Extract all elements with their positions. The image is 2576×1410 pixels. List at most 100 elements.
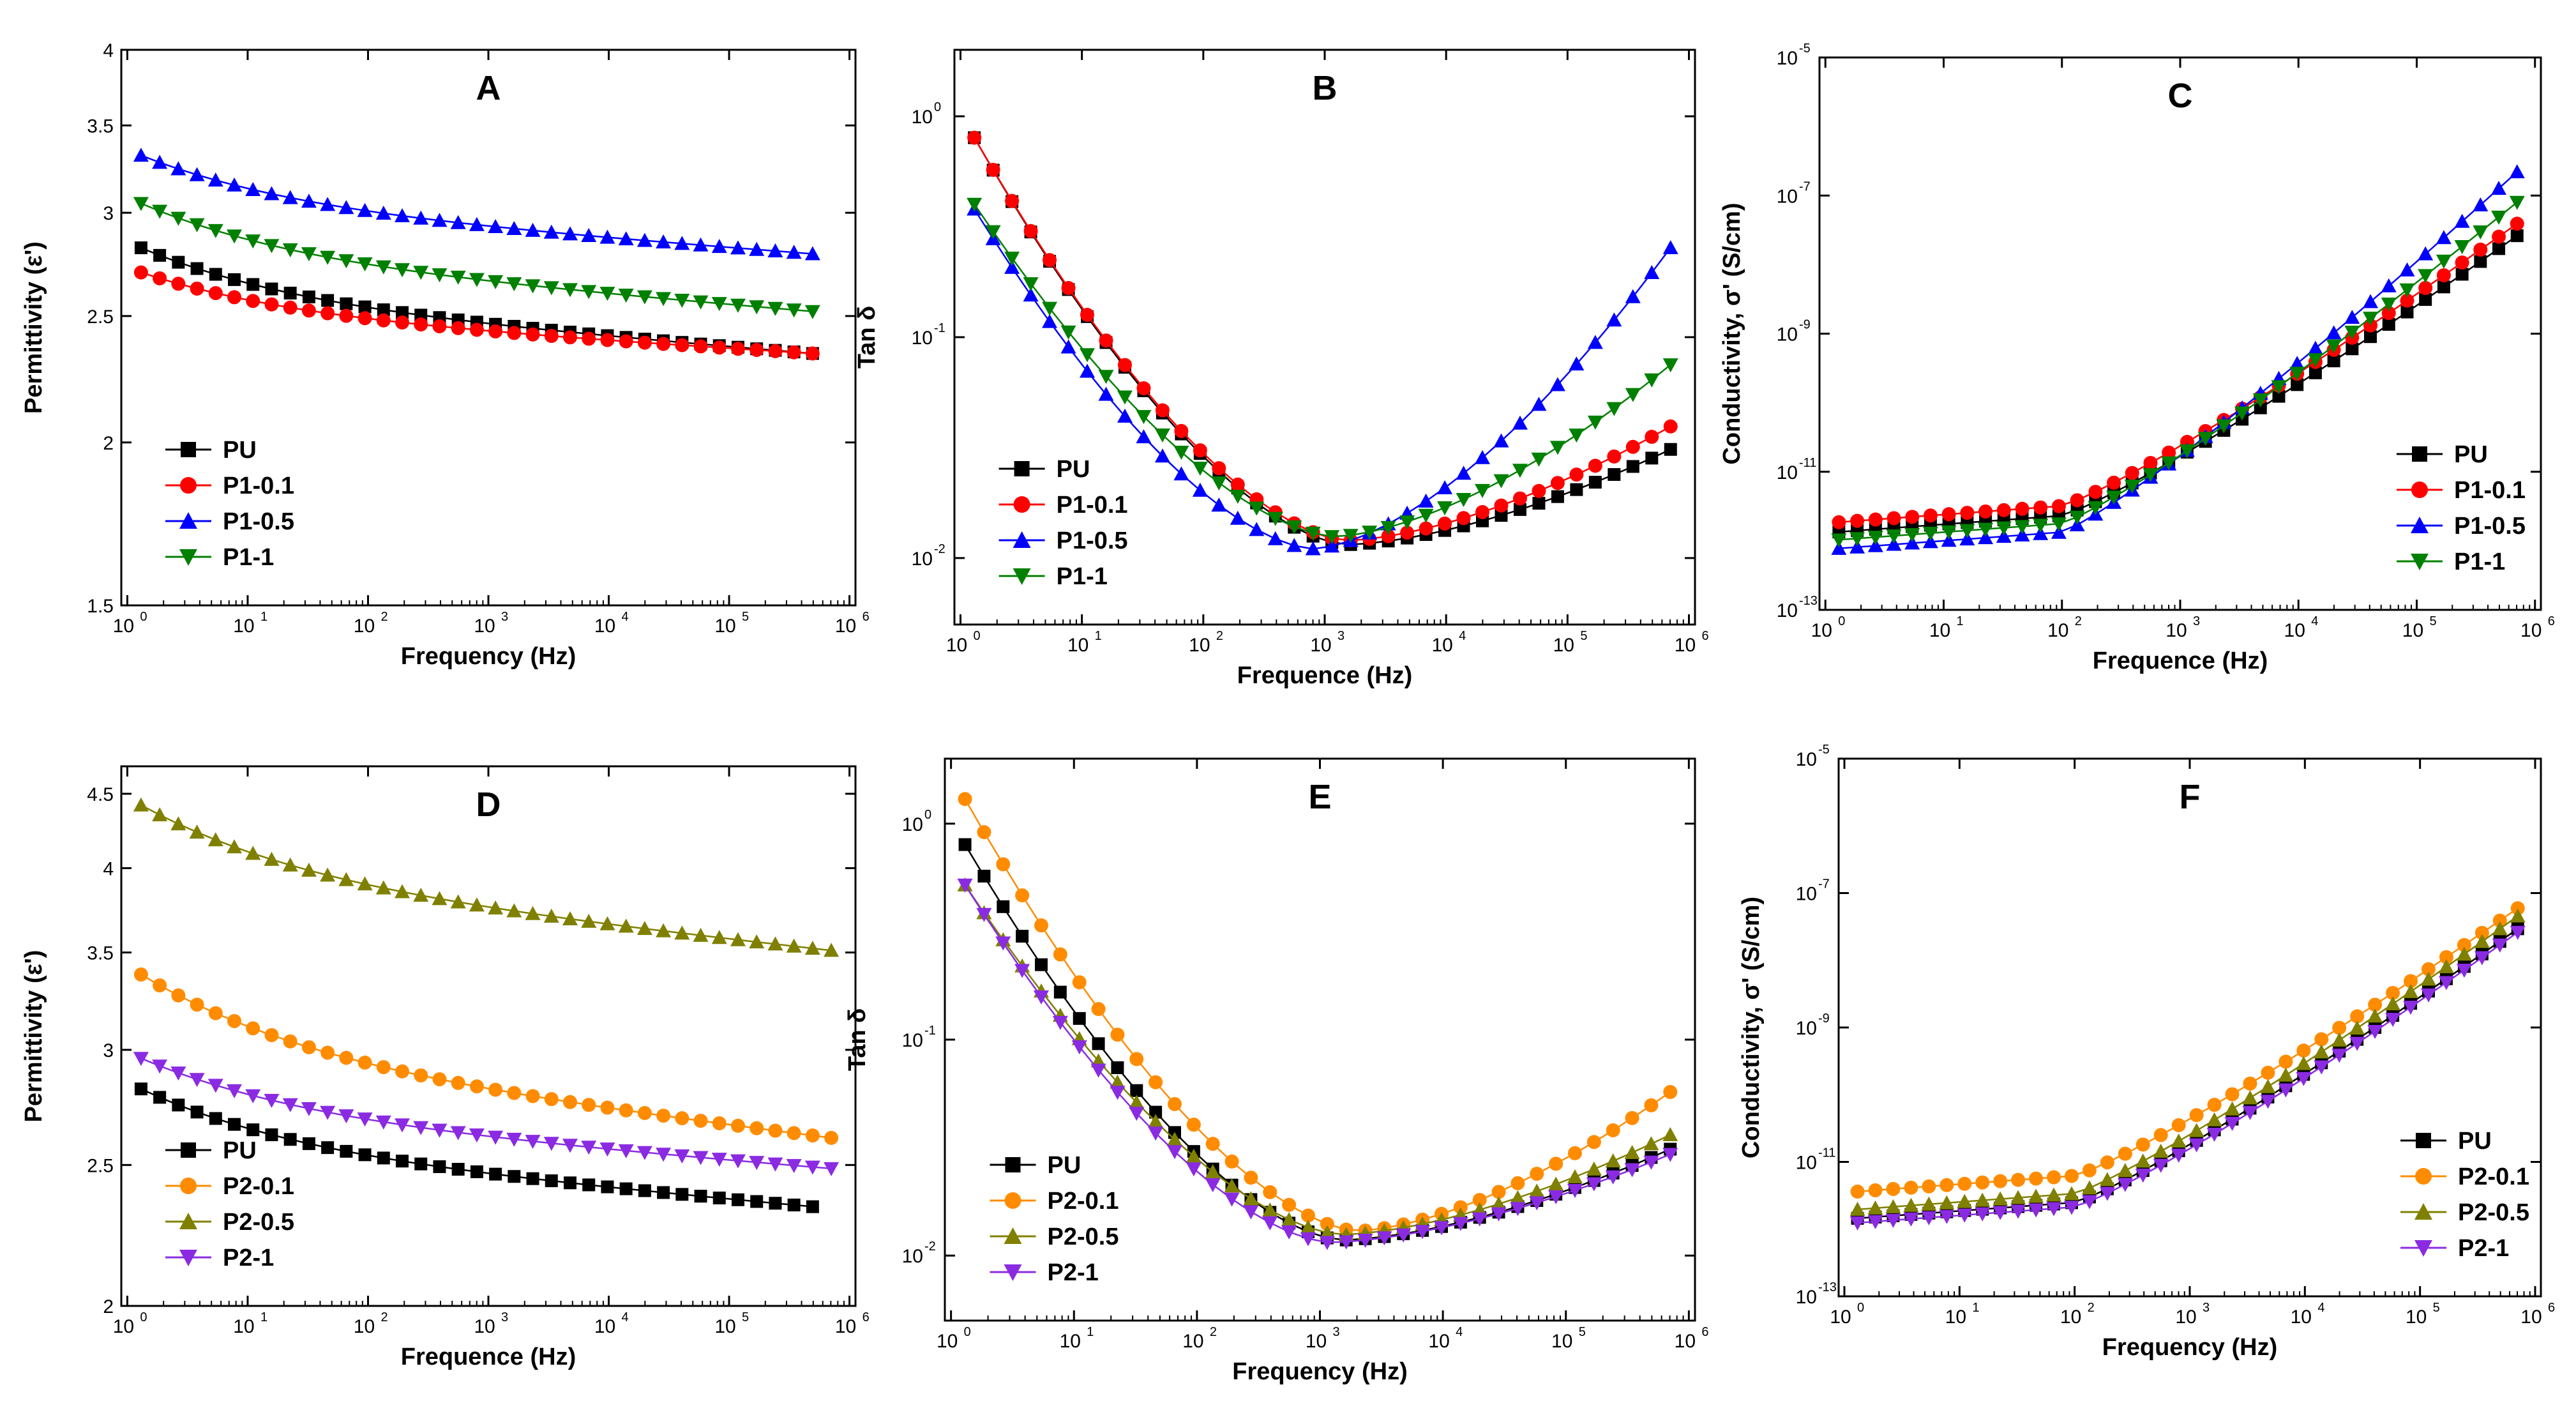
data-point bbox=[507, 1086, 522, 1100]
x-tick-exponent: 4 bbox=[622, 610, 629, 624]
y-tick-exponent: -9 bbox=[1818, 1012, 1830, 1026]
data-point bbox=[805, 1128, 820, 1143]
data-point bbox=[786, 1159, 802, 1174]
data-point bbox=[1243, 1205, 1259, 1220]
data-point bbox=[806, 1200, 819, 1213]
data-point bbox=[376, 313, 391, 328]
data-point bbox=[2188, 1138, 2204, 1153]
legend-label: P2-0.5 bbox=[2458, 1199, 2529, 1226]
data-point bbox=[986, 162, 1000, 177]
x-tick-label: 10 bbox=[1310, 635, 1331, 656]
legend-marker bbox=[179, 549, 197, 566]
data-point bbox=[2289, 367, 2305, 381]
data-point bbox=[637, 335, 652, 350]
x-tick-label: 10 bbox=[946, 635, 967, 656]
data-point bbox=[1959, 531, 1975, 546]
data-point bbox=[749, 241, 765, 256]
data-point bbox=[152, 807, 168, 822]
legend-item: PU bbox=[165, 437, 257, 464]
x-tick-label: 10 bbox=[2284, 620, 2305, 641]
data-point bbox=[413, 1121, 429, 1135]
data-point bbox=[1849, 539, 1865, 554]
y-tick-label: 10 bbox=[1777, 186, 1798, 207]
data-point bbox=[1098, 386, 1114, 401]
legend-item: P2-1 bbox=[165, 1245, 274, 1271]
data-point bbox=[544, 329, 559, 344]
data-point bbox=[1645, 430, 1659, 444]
data-point bbox=[450, 270, 466, 285]
data-point bbox=[2135, 1168, 2151, 1183]
data-point bbox=[2381, 306, 2396, 321]
data-point bbox=[2242, 1090, 2258, 1105]
data-point bbox=[2010, 1190, 2026, 1204]
data-point bbox=[1491, 1207, 1507, 1222]
data-point bbox=[2421, 962, 2436, 976]
data-point bbox=[636, 290, 652, 305]
data-point bbox=[618, 231, 634, 246]
data-point bbox=[357, 202, 373, 217]
data-point bbox=[1186, 1162, 1201, 1177]
x-tick-exponent: 3 bbox=[501, 1310, 508, 1324]
data-point bbox=[209, 1112, 222, 1125]
data-point bbox=[2153, 1158, 2169, 1173]
y-axis-label: Permittivity (ε') bbox=[20, 950, 47, 1123]
data-point bbox=[675, 338, 689, 352]
legend-item: P2-0.1 bbox=[990, 1188, 1119, 1215]
data-point bbox=[1173, 445, 1189, 460]
y-tick-exponent: -1 bbox=[924, 1024, 936, 1038]
data-point bbox=[2088, 485, 2103, 499]
data-point bbox=[693, 295, 709, 310]
data-point bbox=[2509, 164, 2525, 179]
data-point bbox=[1625, 388, 1641, 402]
data-point bbox=[414, 317, 428, 332]
data-point bbox=[301, 193, 317, 208]
data-point bbox=[506, 221, 522, 236]
y-tick-label: 2 bbox=[103, 433, 114, 454]
x-axis-label: Frequency (Hz) bbox=[2102, 1334, 2277, 1361]
data-point bbox=[227, 290, 242, 305]
data-point bbox=[2117, 1178, 2133, 1192]
legend-item: P2-0.5 bbox=[2400, 1199, 2529, 1226]
data-point bbox=[1643, 1136, 1659, 1151]
legend-item: PU bbox=[998, 456, 1090, 483]
data-point bbox=[207, 172, 223, 187]
x-tick-label: 10 bbox=[1551, 1331, 1572, 1352]
data-point bbox=[749, 300, 765, 315]
data-point bbox=[413, 210, 429, 225]
x-tick-label: 10 bbox=[1060, 1331, 1081, 1352]
data-point bbox=[2100, 1155, 2114, 1170]
data-point bbox=[469, 1079, 484, 1094]
data-point bbox=[619, 334, 633, 349]
data-point bbox=[787, 1198, 801, 1211]
data-point bbox=[301, 862, 317, 877]
x-tick-exponent: 1 bbox=[1087, 1325, 1094, 1339]
x-tick-exponent: 2 bbox=[380, 1310, 388, 1324]
data-point bbox=[2081, 1195, 2097, 1209]
data-point bbox=[2260, 1079, 2276, 1093]
data-point bbox=[1099, 333, 1113, 348]
data-point bbox=[1042, 314, 1058, 328]
data-point bbox=[1381, 529, 1396, 543]
data-point bbox=[1567, 1184, 1583, 1199]
data-point bbox=[786, 245, 802, 259]
data-point bbox=[2492, 913, 2507, 928]
data-point bbox=[1662, 358, 1678, 373]
data-point bbox=[2418, 246, 2434, 261]
legend-label: P2-0.1 bbox=[2458, 1164, 2529, 1190]
x-tick-exponent: 5 bbox=[2433, 1301, 2440, 1315]
data-point bbox=[507, 326, 522, 340]
data-point bbox=[2456, 946, 2472, 961]
data-point bbox=[787, 345, 801, 360]
y-tick-label: 1.5 bbox=[87, 596, 114, 617]
x-tick-exponent: 0 bbox=[140, 610, 147, 624]
data-point bbox=[2364, 330, 2377, 344]
data-point bbox=[1230, 489, 1246, 504]
y-tick-label: 10 bbox=[1796, 1287, 1817, 1308]
data-point bbox=[581, 913, 597, 928]
data-point bbox=[1286, 538, 1302, 552]
y-tick-label: 10 bbox=[1796, 749, 1817, 770]
data-point bbox=[2473, 225, 2489, 240]
data-point bbox=[804, 941, 820, 955]
data-point bbox=[508, 1170, 521, 1183]
data-point bbox=[1941, 525, 1957, 540]
